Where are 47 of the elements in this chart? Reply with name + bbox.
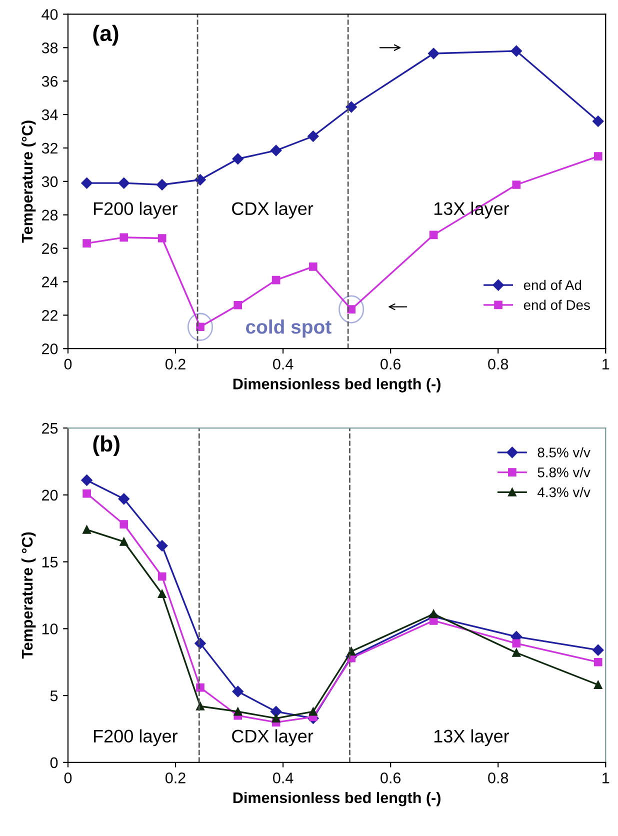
y-tick-label: 26: [42, 243, 58, 254]
annotation: (a): [93, 24, 118, 46]
x-axis-title: Dimensionless bed length (-): [233, 792, 440, 806]
x-tick-label: 0.2: [165, 358, 186, 370]
y-tick-label: 34: [42, 109, 58, 120]
y-tick-label: 20: [42, 490, 58, 501]
x-tick-label: 1: [602, 358, 610, 370]
legend-label: 5.8% v/v: [538, 467, 590, 478]
legend-label: end of Ad: [524, 280, 582, 290]
x-tick-label: 1: [602, 772, 610, 784]
x-tick-label: 0.2: [165, 772, 186, 784]
annotation: 13X layer: [434, 729, 510, 746]
annotation: CDX layer: [232, 202, 314, 219]
x-tick-label: 0.8: [488, 358, 508, 370]
x-tick-label: 0.6: [380, 358, 401, 370]
legend-label: 8.5% v/v: [538, 447, 590, 458]
y-tick-label: 24: [42, 276, 58, 288]
x-tick-label: 0: [64, 772, 72, 784]
x-tick-label: 0.4: [273, 358, 294, 370]
annotation: F200 layer: [94, 202, 178, 219]
y-tick-label: 20: [42, 343, 58, 354]
y-axis-title: Temperature (°C): [21, 120, 36, 243]
y-tick-label: 30: [42, 176, 58, 188]
y-tick-label: 10: [42, 624, 58, 634]
x-tick-label: 0.6: [380, 772, 401, 784]
y-tick-label: 25: [42, 422, 58, 434]
y-tick-label: 40: [42, 9, 58, 20]
y-axis-title: Temperature ( °C): [21, 532, 36, 659]
annotation: cold spot: [246, 319, 332, 338]
y-tick-label: 36: [42, 76, 58, 87]
y-tick-label: 38: [42, 42, 58, 54]
annotation: CDX layer: [232, 729, 314, 746]
y-tick-label: 5: [50, 690, 58, 702]
annotation: (b): [93, 435, 120, 456]
x-axis-title: Dimensionless bed length (-): [233, 378, 440, 392]
annotation: F200 layer: [94, 729, 178, 746]
y-tick-label: 22: [42, 310, 58, 321]
legend-label: 4.3% v/v: [538, 487, 590, 498]
x-tick-label: 0: [64, 358, 72, 370]
x-tick-label: 0.4: [273, 772, 294, 784]
annotation: 13X layer: [434, 202, 510, 219]
y-tick-label: 15: [42, 556, 58, 568]
y-tick-label: 32: [42, 142, 58, 154]
y-tick-label: 0: [50, 757, 58, 768]
legend-label: end of Des: [524, 300, 590, 310]
y-tick-label: 28: [42, 210, 58, 221]
x-tick-label: 0.8: [488, 772, 508, 784]
